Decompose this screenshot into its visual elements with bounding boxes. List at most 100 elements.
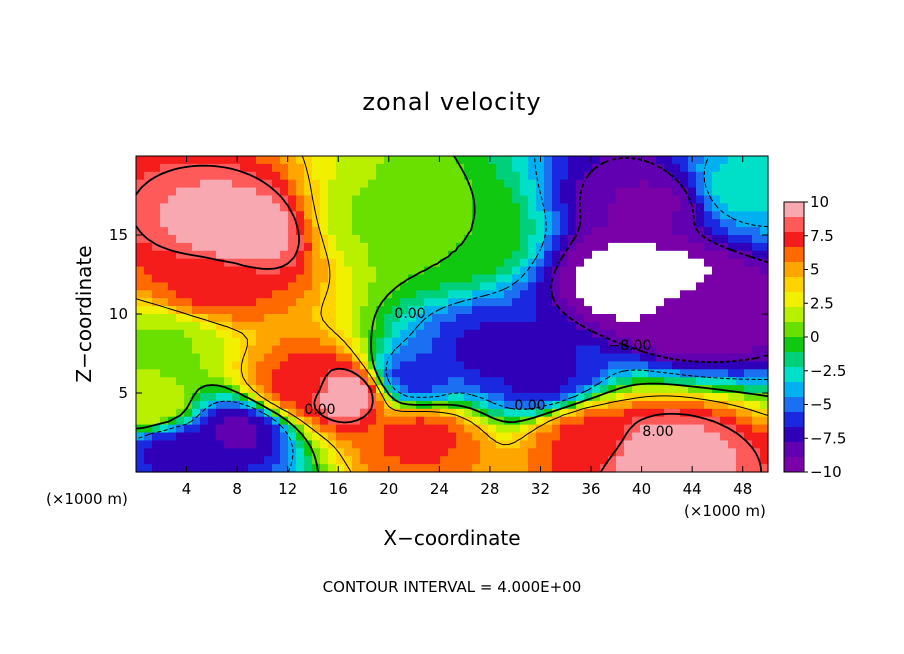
- heatmap-cell: [552, 314, 561, 323]
- heatmap-cell: [376, 408, 385, 418]
- heatmap-cell: [192, 227, 201, 236]
- heatmap-cell: [472, 250, 481, 260]
- heatmap-cell: [336, 187, 345, 197]
- heatmap-cell: [656, 203, 665, 212]
- heatmap-cell: [528, 377, 537, 386]
- heatmap-cell: [712, 274, 721, 283]
- heatmap-cell: [248, 361, 257, 370]
- colorbar-swatch: [784, 382, 804, 398]
- heatmap-cell: [488, 464, 497, 473]
- heatmap-cell: [744, 187, 753, 197]
- heatmap-cell: [760, 353, 769, 362]
- heatmap-cell: [392, 219, 401, 228]
- heatmap-cell: [344, 400, 353, 410]
- heatmap-cell: [384, 258, 393, 268]
- heatmap-cell: [184, 258, 193, 268]
- heatmap-cell: [296, 219, 305, 228]
- heatmap-cell: [160, 337, 169, 347]
- heatmap-cell: [720, 163, 729, 173]
- heatmap-cell: [552, 227, 561, 236]
- heatmap-cell: [328, 187, 337, 197]
- heatmap-cell: [168, 179, 177, 189]
- heatmap-cell: [672, 274, 681, 283]
- heatmap-cell: [376, 416, 385, 426]
- heatmap-cell: [336, 235, 345, 244]
- heatmap-cell: [632, 274, 641, 283]
- heatmap-cell: [688, 353, 697, 362]
- heatmap-cell: [600, 432, 609, 441]
- colorbar-swatch: [784, 427, 804, 443]
- heatmap-cell: [144, 290, 153, 299]
- heatmap-cell: [408, 345, 417, 355]
- heatmap-cell: [448, 274, 457, 283]
- heatmap-cell: [752, 211, 761, 220]
- heatmap-cell: [144, 408, 153, 418]
- heatmap-cell: [576, 266, 585, 276]
- heatmap-cell: [544, 400, 553, 410]
- heatmap-cell: [256, 369, 265, 378]
- heatmap-cell: [600, 282, 609, 291]
- heatmap-cell: [304, 377, 313, 386]
- heatmap-cell: [560, 361, 569, 370]
- heatmap-cell: [376, 432, 385, 441]
- heatmap-cell: [616, 195, 625, 204]
- heatmap-cell: [240, 345, 249, 355]
- heatmap-cell: [432, 321, 441, 331]
- heatmap-cell: [648, 353, 657, 362]
- heatmap-cell: [416, 408, 425, 418]
- heatmap-cell: [512, 250, 521, 260]
- heatmap-cell: [280, 227, 289, 236]
- heatmap-cell: [608, 219, 617, 228]
- heatmap-cell: [168, 440, 177, 449]
- heatmap-cell: [720, 227, 729, 236]
- heatmap-cell: [504, 361, 513, 370]
- heatmap-cell: [320, 306, 329, 315]
- heatmap-cell: [336, 227, 345, 236]
- heatmap-cell: [664, 274, 673, 283]
- heatmap-cell: [304, 227, 313, 236]
- heatmap-cell: [496, 211, 505, 220]
- heatmap-cell: [624, 432, 633, 441]
- heatmap-cell: [520, 456, 529, 465]
- heatmap-cell: [216, 235, 225, 244]
- heatmap-cell: [312, 290, 321, 299]
- heatmap-cell: [184, 329, 193, 339]
- heatmap-cell: [480, 298, 489, 307]
- heatmap-cell: [536, 195, 545, 204]
- heatmap-cell: [600, 353, 609, 362]
- heatmap-cell: [336, 385, 345, 394]
- heatmap-cell: [248, 400, 257, 410]
- heatmap-cell: [488, 298, 497, 307]
- heatmap-cell: [208, 250, 217, 260]
- heatmap-cell: [552, 337, 561, 347]
- heatmap-cell: [616, 266, 625, 276]
- heatmap-cell: [296, 171, 305, 181]
- heatmap-cell: [528, 440, 537, 449]
- heatmap-cell: [200, 203, 209, 212]
- heatmap-cell: [752, 187, 761, 197]
- heatmap-cell: [440, 156, 449, 165]
- heatmap-cell: [320, 345, 329, 355]
- heatmap-cell: [328, 369, 337, 378]
- heatmap-cell: [568, 377, 577, 386]
- heatmap-cell: [136, 377, 145, 386]
- heatmap-cell: [696, 187, 705, 197]
- heatmap-cell: [568, 266, 577, 276]
- heatmap-cell: [624, 377, 633, 386]
- heatmap-cell: [464, 203, 473, 212]
- heatmap-cell: [512, 369, 521, 378]
- heatmap-cell: [672, 156, 681, 165]
- heatmap-cell: [608, 353, 617, 362]
- heatmap-cell: [152, 448, 161, 457]
- heatmap-cell: [576, 179, 585, 189]
- heatmap-cell: [240, 361, 249, 370]
- heatmap-cell: [208, 203, 217, 212]
- heatmap-cell: [568, 314, 577, 323]
- heatmap-cell: [296, 195, 305, 204]
- heatmap-cell: [336, 432, 345, 441]
- heatmap-cell: [544, 171, 553, 181]
- heatmap-cell: [248, 321, 257, 331]
- heatmap-cell: [448, 163, 457, 173]
- heatmap-cell: [312, 282, 321, 291]
- heatmap-cell: [216, 416, 225, 426]
